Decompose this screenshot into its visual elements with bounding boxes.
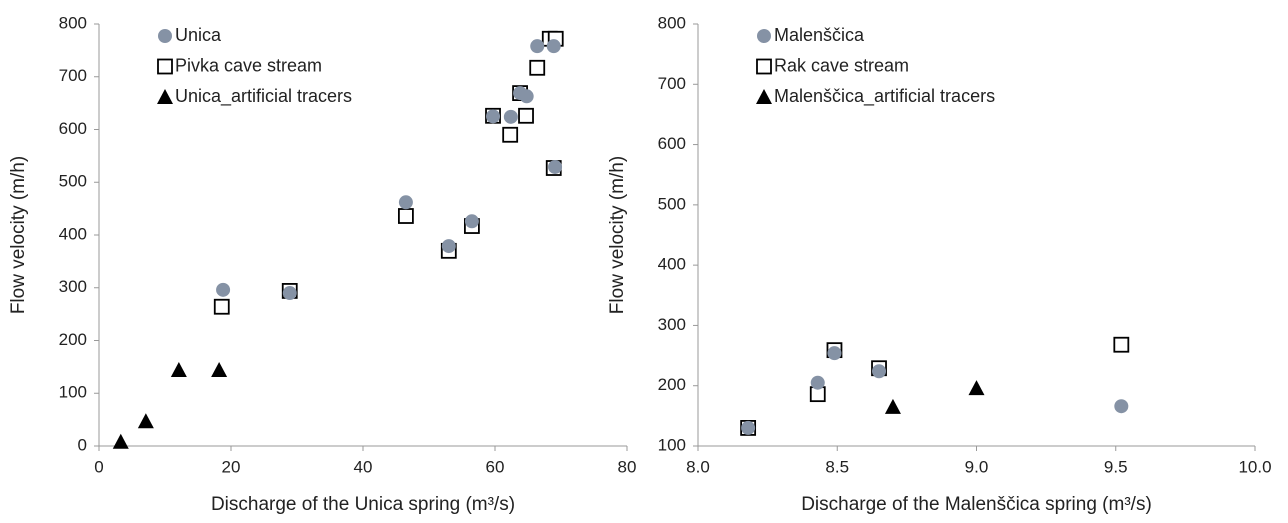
point (884, 398, 901, 414)
point (1114, 399, 1129, 414)
y-axis-label: Flow velocity (m/h) (607, 156, 628, 314)
point (518, 107, 534, 124)
y-tick-label: 300 (658, 315, 686, 334)
x-tick-label: 40 (354, 457, 373, 476)
y-tick-label: 600 (59, 119, 87, 138)
x-tick-label: 8.0 (686, 457, 710, 476)
y-tick-label: 800 (658, 13, 686, 32)
point (502, 126, 519, 143)
y-tick-label: 600 (658, 134, 686, 153)
y-tick-label: 200 (59, 330, 87, 349)
x-axis-label: Discharge of the Malenščica spring (m³/s… (801, 494, 1152, 515)
point (519, 89, 534, 104)
y-tick-label: 100 (658, 435, 686, 454)
point (503, 109, 518, 124)
legend-marker (757, 29, 771, 43)
x-tick-label: 80 (618, 457, 637, 476)
point (213, 298, 230, 315)
y-tick-label: 700 (658, 74, 686, 93)
point (546, 39, 561, 54)
point (548, 159, 563, 174)
point (741, 420, 756, 435)
point (530, 39, 545, 54)
legend-label: Malenščica_artificial tracers (774, 86, 995, 107)
legend-label: Pivka cave stream (175, 55, 322, 75)
legend-label: Unica (175, 25, 222, 45)
point (112, 433, 129, 449)
point (1113, 336, 1130, 353)
y-tick-label: 400 (59, 224, 87, 243)
x-tick-label: 0 (94, 457, 103, 476)
point (216, 282, 231, 297)
point (827, 346, 842, 361)
y-tick-label: 0 (78, 435, 87, 454)
legend-marker (157, 89, 173, 104)
legend-marker (756, 89, 772, 104)
y-tick-label: 800 (59, 13, 87, 32)
point (170, 362, 187, 378)
legend-label: Malenščica (774, 25, 865, 45)
point (398, 195, 413, 210)
y-tick-label: 100 (59, 383, 87, 402)
x-tick-label: 9.5 (1104, 457, 1128, 476)
y-tick-label: 400 (658, 255, 686, 274)
y-tick-label: 500 (658, 194, 686, 213)
y-tick-label: 200 (658, 375, 686, 394)
x-tick-label: 9.0 (965, 457, 989, 476)
legend-marker (158, 29, 172, 43)
point (810, 375, 825, 390)
point (282, 286, 297, 301)
x-tick-label: 8.5 (825, 457, 849, 476)
x-tick-label: 20 (222, 457, 241, 476)
legend-marker (157, 58, 173, 75)
y-tick-label: 500 (59, 172, 87, 191)
point (968, 380, 985, 396)
point (397, 208, 414, 224)
point (486, 109, 501, 124)
point (529, 59, 546, 76)
point (137, 413, 154, 429)
x-tick-label: 60 (486, 457, 505, 476)
x-tick-label: 10.0 (1238, 457, 1271, 476)
legend-label: Unica_artificial tracers (175, 86, 352, 107)
point (211, 362, 228, 378)
x-axis-label: Discharge of the Unica spring (m³/s) (211, 494, 515, 515)
y-tick-label: 300 (59, 277, 87, 296)
point (441, 239, 456, 254)
legend-marker (756, 58, 772, 75)
legend-label: Rak cave stream (774, 55, 909, 75)
point (872, 364, 887, 379)
y-tick-label: 700 (59, 66, 87, 85)
y-axis-label: Flow velocity (m/h) (8, 156, 29, 314)
point (464, 214, 479, 229)
